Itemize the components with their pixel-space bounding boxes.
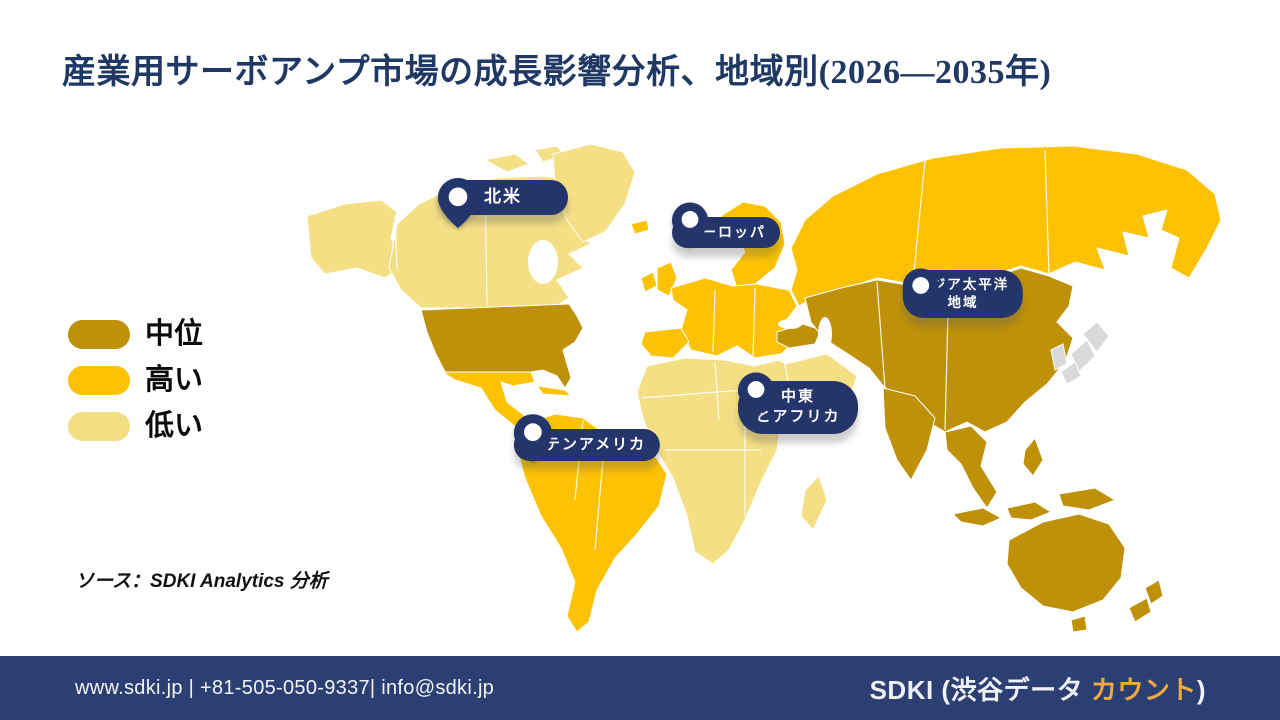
- location-pin-icon: [438, 178, 478, 228]
- region-australia: [1006, 513, 1126, 613]
- country-border: [712, 289, 716, 353]
- legend-item-low: 低い: [68, 412, 203, 441]
- footer-bar: www.sdki.jp | +81-505-050-9337| info@sdk…: [0, 656, 1280, 720]
- brand-suffix: ): [1196, 674, 1206, 705]
- legend-swatch-high: [68, 366, 130, 395]
- country-border: [912, 159, 926, 283]
- region-ireland: [640, 271, 658, 293]
- region-japan: [1060, 361, 1082, 385]
- region-alaska: [306, 199, 404, 279]
- brand-logo: SDKI (渋谷データ カウント): [870, 670, 1206, 707]
- location-pin-icon: [513, 414, 552, 462]
- region-label-text: 中東: [780, 388, 815, 405]
- region-turkey: [776, 323, 822, 349]
- country-border: [752, 287, 756, 357]
- region-indonesia: [1006, 501, 1053, 521]
- region-korea: [1050, 343, 1068, 371]
- legend-item-medium: 中位: [68, 320, 203, 349]
- location-pin-icon: [738, 372, 774, 418]
- region-iberia: [640, 327, 690, 359]
- region-label-text: 地域: [947, 295, 979, 311]
- region-usa: [420, 303, 584, 389]
- page-title: 産業用サーボアンプ市場の成長影響分析、地域別(2026—2035年): [62, 54, 1052, 91]
- caspian-sea: [818, 317, 832, 351]
- country-border: [714, 361, 720, 421]
- region-label-text: アジア太平洋: [916, 277, 1010, 292]
- region-label-text: ラテンアメリカ: [527, 436, 647, 453]
- region-japan: [1082, 321, 1110, 353]
- region-southeast-asia: [944, 425, 998, 509]
- region-new-zealand: [1144, 579, 1164, 605]
- region-iceland: [630, 219, 650, 235]
- region-new-zealand: [1128, 597, 1152, 623]
- region-label-text: 北米: [484, 187, 522, 206]
- region-philippines: [1022, 437, 1044, 477]
- map-pin-europe: ヨーロッパ: [672, 202, 780, 248]
- region-madagascar: [800, 475, 828, 531]
- legend-item-high: 高い: [68, 366, 203, 395]
- region-label-text: とアフリカ: [755, 408, 841, 426]
- region-india: [882, 387, 936, 481]
- brand-highlight: カウント: [1090, 674, 1197, 705]
- legend-swatch-medium: [68, 320, 130, 349]
- brand-prefix: SDKI (渋谷データ: [869, 674, 1091, 705]
- location-pin-icon: [672, 202, 708, 248]
- legend: 中位 高い 低い: [68, 320, 203, 458]
- country-border: [876, 281, 886, 389]
- source-note: ソース：SDKI Analytics 分析: [75, 571, 328, 592]
- legend-swatch-low: [68, 412, 130, 441]
- location-pin-icon: [902, 268, 939, 314]
- map-pin-north-america: 北米: [438, 178, 568, 228]
- region-europe: [670, 277, 798, 359]
- map-pin-latin-america: ラテンアメリカ: [513, 414, 661, 462]
- black-sea: [778, 319, 802, 329]
- legend-label: 高い: [145, 364, 204, 396]
- legend-label: 低い: [145, 410, 204, 442]
- region-indonesia: [951, 507, 1003, 527]
- footer-contact-links[interactable]: www.sdki.jp | +81-505-050-9337| info@sdk…: [75, 676, 495, 699]
- legend-label: 中位: [145, 318, 204, 350]
- region-tasmania: [1070, 615, 1088, 633]
- region-arctic-island: [483, 153, 531, 173]
- country-border: [1044, 149, 1050, 275]
- region-caribbean: [535, 385, 573, 397]
- hudson-bay: [528, 240, 558, 284]
- map-pin-asia-pacific: アジア太平洋 地域: [902, 268, 1024, 319]
- map-pin-middle-east-africa: 中東 とアフリカ: [738, 372, 858, 434]
- world-map: 北米 ヨーロッパ アジア太平洋 地域: [285, 120, 1235, 660]
- region-new-guinea: [1058, 487, 1117, 511]
- country-border: [394, 214, 398, 271]
